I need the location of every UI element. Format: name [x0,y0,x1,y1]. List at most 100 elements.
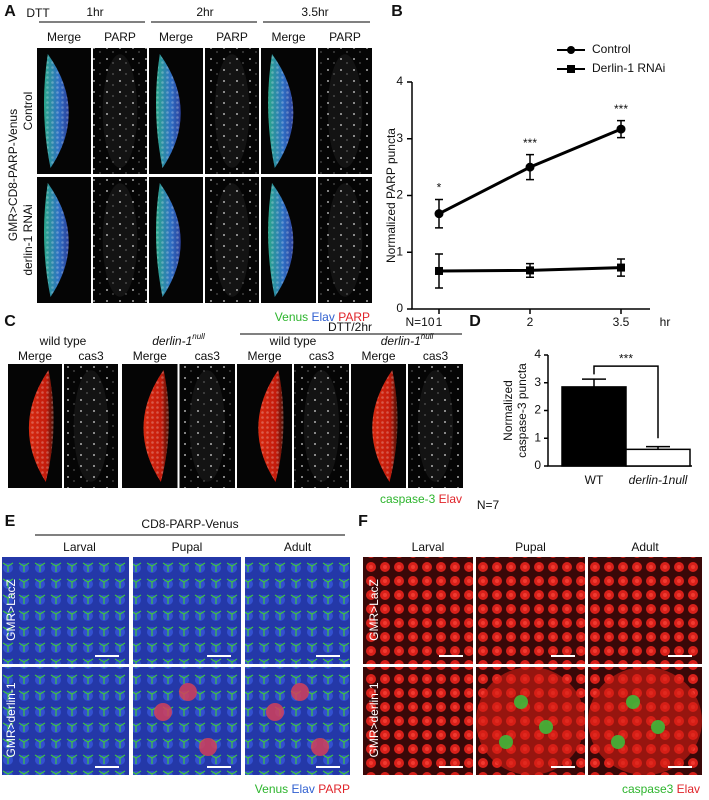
row-label: GMR>derlin-1 [367,682,381,757]
column-label: Merge [47,30,81,44]
legend-word: Elav [439,492,462,506]
y-axis-label: Normalized PARP puncta [384,128,398,263]
y-axis-label-line: Normalized [501,380,515,441]
n-note: N=7 [477,498,500,512]
legend-label: Derlin-1 RNAi [592,61,665,75]
tissue-texture [268,183,294,297]
marker [434,209,444,219]
n-note: N=10 [405,315,434,329]
tissue-texture [372,370,398,482]
micrograph [476,557,585,664]
legend-word: caspase3 [622,782,674,796]
timepoint: 3.5hr [301,5,328,19]
panel-label: F [358,513,368,530]
error-bar [582,378,606,387]
legend-word: Venus [275,310,308,324]
group-label: derlin-1null [381,332,434,348]
group-text: derlin-1 [381,334,421,348]
marker [526,266,534,275]
caspase-cell [651,720,665,734]
bar [561,386,627,467]
tissue-texture [258,370,284,482]
tissue-texture [43,54,69,168]
column-label: Merge [18,349,52,363]
caspase-cell [611,735,625,749]
column-label: Larval [63,540,96,554]
y-tick-label: 2 [534,403,541,417]
bar [625,448,691,467]
y-tick-label: 0 [396,301,403,315]
x-tick-label: 3.5 [613,315,630,329]
column-label: PARP [329,30,361,44]
y-tick-label: 2 [396,188,403,202]
row-label: Control [21,92,35,131]
micrograph [205,177,259,303]
panel-title: CD8-PARP-Venus [141,517,238,531]
column-label: Merge [247,349,281,363]
micrograph [93,177,147,303]
micrograph [318,48,372,174]
tissue-outline [214,183,250,297]
column-label: Adult [284,540,312,554]
tissue-outline [303,370,340,482]
group-label: wild type [39,334,87,348]
tissue-texture [155,54,181,168]
column-label: cas3 [195,349,221,363]
panel-label: C [4,313,16,330]
micrograph [408,364,463,488]
caspase-cell [539,720,553,734]
significance: *** [614,102,628,116]
legend-marker [567,65,575,73]
group-text: derlin-1 [152,334,192,348]
micrograph [133,557,241,664]
tissue-outline [73,370,109,482]
tissue-texture [268,54,294,168]
micrograph [588,557,702,664]
tissue-outline [417,370,454,482]
significance: *** [619,351,633,365]
caspase-cell [514,695,528,709]
tissue-blur [588,667,702,775]
genotype: GMR>CD8-PARP-Venus [6,109,20,241]
legend-word: Elav [677,782,700,796]
axis [411,82,650,310]
y-tick-label: 1 [396,244,403,258]
y-tick-label: 0 [534,458,541,472]
column-label: Merge [361,349,395,363]
micrograph [93,48,147,174]
y-axis-label: Normalizedcaspase-3 puncta [501,363,529,458]
legend-word: caspase-3 [380,492,436,506]
micrograph [2,667,129,775]
marker [616,124,626,134]
tissue-texture [143,370,169,482]
legend: caspase-3 Elav [380,492,462,506]
tissue-outline [327,54,363,168]
marker [525,162,535,172]
y-tick-label: 4 [534,347,541,361]
parp-cell [291,683,309,701]
column-label: Merge [271,30,305,44]
group-sup: null [192,332,205,341]
y-tick-label: 3 [534,375,541,389]
column-label: Pupal [515,540,546,554]
parp-cell [311,738,329,756]
legend-word: Venus [255,782,288,796]
panel-label: E [5,513,16,530]
legend-word: Elav [292,782,315,796]
caspase-cell [499,735,513,749]
panel-label: B [391,3,403,20]
legend: caspase3 Elav [622,782,700,796]
parp-cell [266,703,284,721]
x-tick-label: WT [585,473,604,487]
treatment: DTT/2hr [328,320,372,334]
group-label: wild type [269,334,317,348]
tissue-texture [155,183,181,297]
y-tick-label: 4 [396,74,403,88]
micrograph [245,557,350,664]
micrograph [318,177,372,303]
tissue-texture [28,370,54,482]
parp-cell [199,738,217,756]
micrograph [64,364,118,488]
panel-label: A [4,3,16,20]
legend-word: PARP [318,782,350,796]
